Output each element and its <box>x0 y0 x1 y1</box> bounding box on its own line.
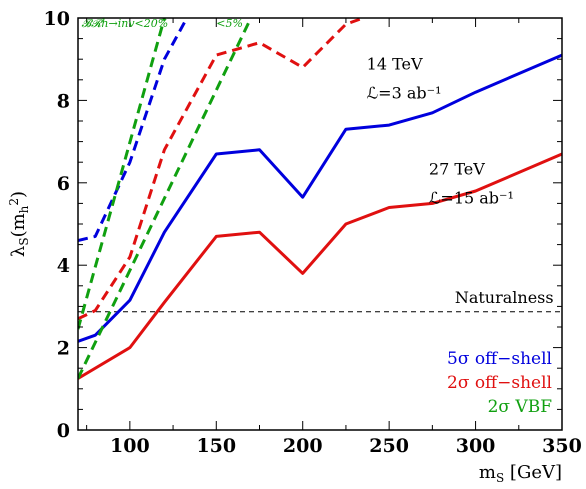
annotation: ℒ=15 ab⁻¹ <box>429 188 514 207</box>
y-tick-label: 8 <box>57 90 70 112</box>
y-tick-label: 0 <box>57 420 70 442</box>
x-tick-label: 350 <box>542 435 582 457</box>
x-tick-label: 100 <box>110 435 150 457</box>
y-tick-label: 10 <box>44 8 70 30</box>
x-tick-label: 150 <box>196 435 236 457</box>
annotation: 14 TeV <box>367 55 423 74</box>
x-axis-title: mS [GeV] <box>479 462 562 485</box>
y-tick-label: 6 <box>57 173 70 195</box>
annotation: 27 TeV <box>429 160 485 179</box>
series-line-green-dashed-br <box>78 18 164 329</box>
x-tick-label: 300 <box>456 435 496 457</box>
plot-layer: 100 150 200 250 300 350 0 2 4 6 8 10 mS [GeV] λS(mh2)… <box>7 8 582 485</box>
green-small-label: 𝓑𝓡h→inv<20% <box>81 17 168 30</box>
legend-entry: 2σ off−shell <box>447 373 552 393</box>
legend-entry: 2σ VBF <box>488 397 553 417</box>
y-tick-label: 4 <box>57 255 70 277</box>
x-tick-label: 200 <box>283 435 323 457</box>
legend-entry: 5σ off−shell <box>447 349 552 369</box>
x-tick-label: 250 <box>369 435 409 457</box>
series-line-blue-dashed <box>78 18 187 241</box>
y-axis-title: λS(mh2) <box>7 191 31 257</box>
annotation: Naturalness <box>455 288 554 307</box>
annotation: ℒ=3 ab⁻¹ <box>367 83 442 102</box>
y-tick-label: 2 <box>57 338 70 360</box>
green-small-label: <5% <box>216 17 243 30</box>
